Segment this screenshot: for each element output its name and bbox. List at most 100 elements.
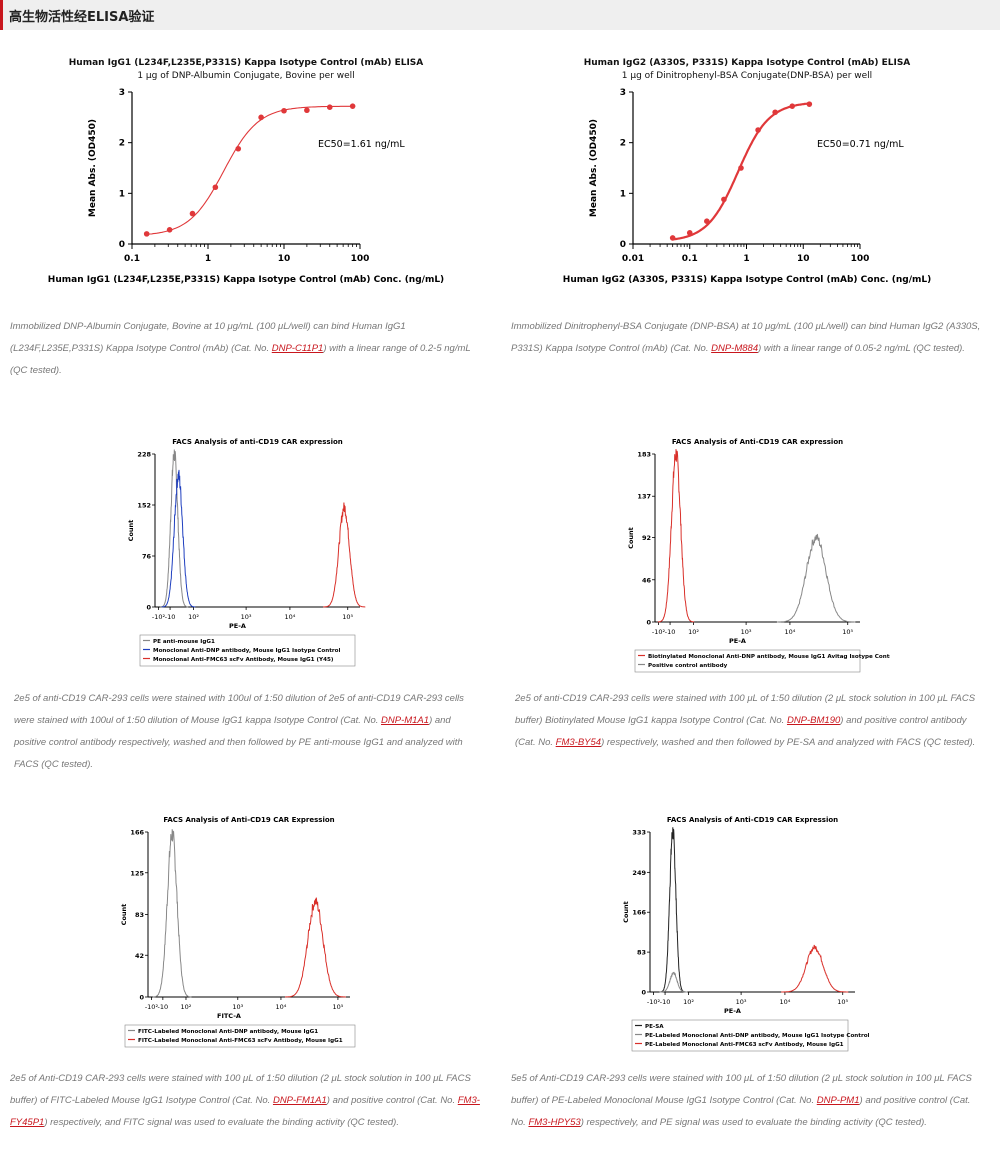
- legend-label: FITC-Labeled Monoclonal Anti-DNP antibod…: [138, 1029, 318, 1035]
- data-point: [258, 114, 264, 121]
- legend-label: PE anti-mouse IgG1: [153, 639, 215, 645]
- x-tick-label: 10⁵: [342, 613, 353, 621]
- data-point: [806, 101, 813, 107]
- legend-label: FITC-Labeled Monoclonal Anti-FMC63 scFv …: [138, 1038, 343, 1044]
- histogram-series: [659, 971, 688, 993]
- legend-label: Monoclonal Anti-DNP antibody, Mouse IgG1…: [153, 648, 341, 654]
- data-point: [326, 104, 333, 110]
- legend-label: Positive control antibody: [648, 663, 728, 669]
- catalog-link-fm3-by54[interactable]: FM3-BY54: [555, 737, 602, 748]
- caption-text: 2e5 of Anti-CD19 CAR-293 cells were stai…: [10, 1073, 471, 1106]
- x-tick-label: 100: [351, 254, 370, 264]
- y-axis-label: Count: [127, 520, 135, 542]
- x-tick-label: -10: [660, 998, 671, 1006]
- x-tick-label: 10²: [683, 998, 694, 1006]
- data-point: [166, 227, 173, 233]
- y-tick-label: 333: [632, 829, 646, 837]
- y-tick-label: 0: [620, 240, 626, 250]
- elisa2-title: Human IgG2 (A330S, P331S) Kappa Isotype …: [583, 58, 911, 68]
- facs2-chart: FACS Analysis of Anti-CD19 CAR expressio…: [627, 438, 890, 673]
- caption-text: ) and positive control (Cat. No.: [511, 1095, 971, 1128]
- y-tick-label: 83: [135, 911, 144, 919]
- catalog-link-dnp-m1a1[interactable]: DNP-M1A1: [381, 715, 430, 726]
- data-point: [721, 196, 727, 203]
- data-point: [235, 145, 242, 152]
- y-axis-label: Mean Abs. (OD450): [88, 119, 98, 217]
- x-tick-label: 10³: [741, 628, 752, 636]
- legend-box: [631, 1019, 849, 1052]
- y-axis-label: Mean Abs. (OD450): [589, 119, 599, 217]
- x-tick-label: 1: [205, 254, 211, 264]
- legend-box: [139, 634, 356, 667]
- catalog-link-fm3-fy45p1[interactable]: FM3-FY45P1: [10, 1095, 480, 1128]
- data-point: [704, 218, 710, 224]
- x-tick-label: -10²: [647, 998, 661, 1006]
- facs-title: FACS Analysis of Anti-CD19 CAR Expressio…: [667, 816, 838, 824]
- data-point: [669, 235, 676, 241]
- x-tick-label: 0.01: [622, 254, 644, 264]
- section-title: 高生物活性经ELISA验证: [9, 10, 155, 25]
- caption-text: 2e5 of anti-CD19 CAR-293 cells were stai…: [14, 693, 464, 726]
- x-tick-label: 10⁴: [784, 628, 795, 636]
- y-axis-label: Count: [627, 527, 635, 549]
- y-tick-label: 0: [146, 604, 151, 612]
- x-axis-label: Human IgG2 (A330S, P331S) Kappa Isotype …: [563, 275, 931, 285]
- y-tick-label: 92: [642, 534, 651, 542]
- elisa2-chart: 0 1 2 3 0.01 0.1 1 10 100 Mean Abs. (OD450) Human …: [563, 88, 931, 285]
- catalog-link-dnp-pm1[interactable]: DNP-PM1: [816, 1095, 860, 1106]
- facs2-caption: 2e5 of anti-CD19 CAR-293 cells were stai…: [515, 688, 987, 754]
- y-tick-label: 3: [119, 88, 125, 98]
- y-tick-label: 152: [137, 502, 151, 510]
- x-tick-label: 10: [797, 254, 810, 264]
- elisa2-caption: Immobilized Dinitrophenyl-BSA Conjugate …: [511, 316, 989, 360]
- data-point: [772, 109, 778, 116]
- elisa1-caption: Immobilized DNP-Albumin Conjugate, Bovin…: [10, 316, 488, 382]
- catalog-link-dnp-fm1a1[interactable]: DNP-FM1A1: [272, 1095, 327, 1106]
- histogram-series: [776, 533, 856, 623]
- x-tick-label: 100: [851, 254, 870, 264]
- y-tick-label: 2: [620, 139, 626, 149]
- x-tick-label: 10²: [181, 1003, 192, 1011]
- y-tick-label: 46: [642, 576, 652, 584]
- y-tick-label: 166: [632, 909, 646, 917]
- histogram-series: [781, 944, 849, 993]
- caption-text: Immobilized Dinitrophenyl-BSA Conjugate …: [511, 321, 981, 354]
- facs3-chart: FACS Analysis of Anti-CD19 CAR Expressio…: [120, 816, 356, 1048]
- caption-text: ) and positive control antibody (Cat. No…: [515, 715, 967, 748]
- legend-label: Monoclonal Anti-FMC63 scFv Antibody, Mou…: [153, 657, 334, 663]
- data-point: [304, 107, 310, 114]
- caption-text: ) respectively, and FITC signal was used…: [44, 1117, 399, 1128]
- histogram-series: [160, 449, 189, 608]
- y-tick-label: 166: [130, 829, 144, 837]
- x-tick-label: -10²: [152, 613, 166, 621]
- fit-curve: [146, 105, 353, 235]
- data-point: [686, 230, 693, 236]
- catalog-link-dnp-c11p1[interactable]: DNP-C11P1: [271, 343, 324, 354]
- section-header: 高生物活性经ELISA验证: [0, 0, 1000, 30]
- y-tick-label: 228: [137, 451, 151, 459]
- catalog-link-dnp-bm190[interactable]: DNP-BM190: [786, 715, 841, 726]
- x-tick-label: -10²: [145, 1003, 159, 1011]
- histogram-series: [152, 829, 192, 998]
- x-tick-label: 10⁴: [284, 613, 295, 621]
- y-tick-label: 76: [142, 553, 152, 561]
- catalog-link-fm3-hpy53[interactable]: FM3-HPY53: [528, 1117, 581, 1128]
- x-tick-label: 1: [743, 254, 749, 264]
- x-axis-label: Human IgG1 (L234F,L235E,P331S) Kappa Iso…: [48, 275, 444, 285]
- x-tick-label: -10: [158, 1003, 169, 1011]
- caption-text: 2e5 of anti-CD19 CAR-293 cells were stai…: [515, 693, 976, 726]
- caption-text: ) respectively, and PE signal was used t…: [580, 1117, 927, 1128]
- x-tick-label: -10: [665, 628, 676, 636]
- facs-title: FACS Analysis of Anti-CD19 CAR expressio…: [672, 438, 843, 446]
- facs1-chart: FACS Analysis of anti-CD19 CAR expressio…: [127, 438, 366, 667]
- catalog-link-dnp-m884[interactable]: DNP-M884: [711, 343, 759, 354]
- x-axis-label: PE-A: [729, 637, 746, 645]
- y-tick-label: 3: [620, 88, 626, 98]
- y-tick-label: 137: [637, 493, 651, 501]
- elisa1-title: Human IgG1 (L234F,L235E,P331S) Kappa Iso…: [68, 58, 424, 68]
- histogram-series: [660, 827, 686, 993]
- facs-title: FACS Analysis of anti-CD19 CAR expressio…: [172, 438, 343, 446]
- facs4-chart: FACS Analysis of Anti-CD19 CAR Expressio…: [622, 816, 870, 1052]
- x-tick-label: 0.1: [682, 254, 698, 264]
- y-tick-label: 0: [641, 989, 646, 997]
